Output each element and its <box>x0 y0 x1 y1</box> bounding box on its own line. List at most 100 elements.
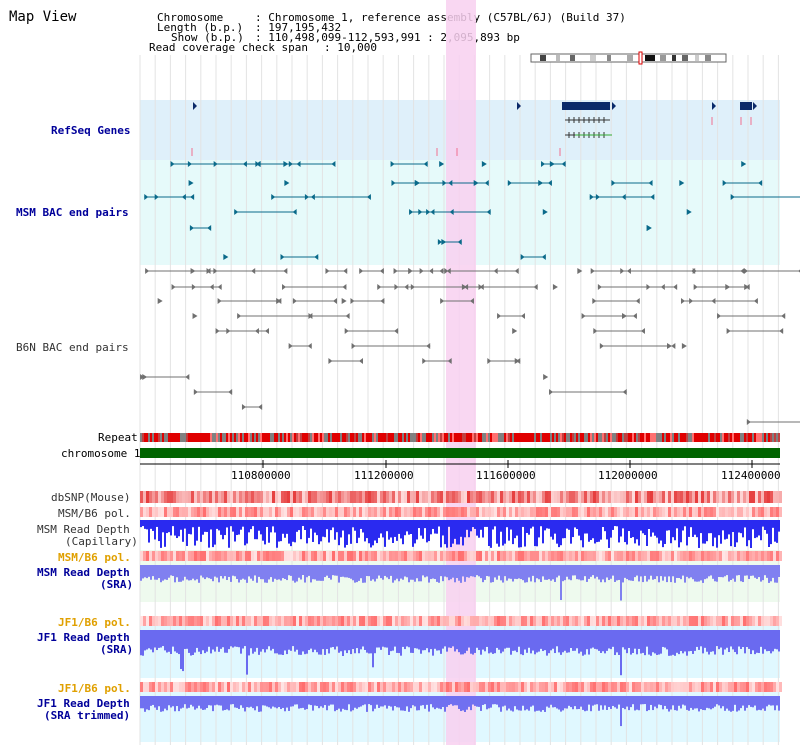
jf1-trim-depth-bar <box>514 696 516 707</box>
track-label-msm-bac[interactable]: MSM BAC end pairs <box>16 206 129 219</box>
dbsnp-segment <box>299 491 302 503</box>
jf1-b6-pol-segment <box>215 682 218 692</box>
repeat-segment <box>322 433 324 442</box>
dbsnp-segment <box>701 491 704 503</box>
msm-capillary-depth-bar <box>460 520 462 537</box>
repeat-segment <box>766 433 768 442</box>
repeat-segment <box>264 433 266 442</box>
jf1-trim-depth-bar <box>632 696 634 705</box>
repeat-segment <box>246 433 248 442</box>
msm-sra-depth-bar <box>182 565 184 581</box>
dbsnp-segment <box>326 491 329 503</box>
msm-b6-pol-segment <box>476 551 479 561</box>
jf1-sra-depth-bar <box>696 630 698 647</box>
jf1-trim-depth-bar <box>172 696 174 707</box>
msm-capillary-depth-bar <box>150 520 152 529</box>
msm-b6-pol-segment <box>197 507 200 517</box>
jf1-b6-pol-segment <box>590 682 593 692</box>
jf1-b6-pol-segment <box>323 682 326 692</box>
jf1-sra-depth-bar <box>764 630 766 650</box>
jf1-b6-pol-segment <box>542 682 545 692</box>
msm-b6-pol-segment <box>266 507 269 517</box>
jf1-b6-pol-segment <box>542 616 545 626</box>
msm-sra-depth-bar <box>630 565 632 581</box>
msm-b6-pol-segment <box>455 507 458 517</box>
msm-capillary-depth-bar <box>608 520 610 548</box>
msm-sra-depth-bar <box>660 565 662 577</box>
jf1-b6-pol-segment <box>197 682 200 692</box>
msm-sra-depth-bar <box>616 565 618 581</box>
msm-capillary-depth-bar <box>360 520 362 529</box>
jf1-trim-depth-bar <box>588 696 590 705</box>
dbsnp-segment <box>398 491 401 503</box>
jf1-sra-depth-bar <box>140 630 142 656</box>
jf1-sra-depth-bar <box>432 630 434 656</box>
repeat-segment <box>748 433 750 442</box>
jf1-trim-depth-bar <box>276 696 278 709</box>
msm-b6-pol-segment <box>716 507 719 517</box>
msm-capillary-depth-bar <box>514 520 516 539</box>
msm-b6-pol-segment <box>449 551 452 561</box>
jf1-b6-pol-segment <box>701 616 704 626</box>
dbsnp-segment <box>170 491 173 503</box>
repeat-segment <box>622 433 624 442</box>
repeat-segment <box>756 433 758 442</box>
repeat-segment <box>586 433 588 442</box>
repeat-segment <box>758 433 760 442</box>
jf1-b6-pol-segment <box>494 682 497 692</box>
msm-b6-pol-segment <box>578 507 581 517</box>
b6n-bac-pair-end <box>351 343 356 349</box>
repeat-segment <box>724 433 726 442</box>
dbsnp-segment <box>530 491 533 503</box>
b6n-bac-pair-end <box>333 298 338 304</box>
dbsnp-segment <box>227 491 230 503</box>
jf1-sra-depth-bar <box>588 630 590 655</box>
msm-b6-pol-segment <box>356 507 359 517</box>
repeat-segment <box>576 433 578 442</box>
b6n-bac-pair-end <box>422 358 427 364</box>
msm-capillary-depth-bar <box>766 520 768 534</box>
repeat-segment <box>632 433 634 442</box>
msm-capillary-depth-bar <box>206 520 208 532</box>
jf1-trim-depth-bar <box>536 696 538 711</box>
msm-b6-pol-segment <box>371 551 374 561</box>
msm-b6-pol-segment <box>527 507 530 517</box>
jf1-b6-pol-segment <box>662 682 665 692</box>
jf1-trim-depth-bar <box>612 696 614 706</box>
b6n-bac-pair-end <box>620 268 625 274</box>
jf1-trim-depth-bar <box>508 696 510 709</box>
jf1-b6-pol-segment <box>581 682 584 692</box>
msm-b6-pol-segment <box>158 507 161 517</box>
msm-b6-pol-segment <box>650 507 653 517</box>
jf1-trim-depth-bar <box>338 696 340 709</box>
jf1-b6-pol-segment <box>329 682 332 692</box>
jf1-trim-depth-bar <box>530 696 532 707</box>
msm-capillary-depth-bar <box>612 520 614 530</box>
msm-b6-pol-segment <box>296 551 299 561</box>
repeat-segment <box>696 433 698 442</box>
repeat-segment <box>646 433 648 442</box>
jf1-b6-pol-segment <box>512 616 515 626</box>
repeat-segment <box>516 433 518 442</box>
repeat-segment <box>582 433 584 442</box>
jf1-trim-depth-bar <box>362 696 364 706</box>
dbsnp-segment <box>656 491 659 503</box>
msm-bac-pair-end <box>418 209 423 215</box>
jf1-sra-depth-bar <box>612 630 614 647</box>
msm-sra-depth-bar <box>292 565 294 581</box>
msm-sra-depth-bar <box>436 565 438 582</box>
track-label-refseq[interactable]: RefSeq Genes <box>51 124 131 137</box>
track-label-b6n-bac[interactable]: B6N BAC end pairs <box>16 341 129 354</box>
msm-capillary-depth-bar <box>184 520 186 529</box>
jf1-b6-pol-segment <box>413 616 416 626</box>
msm-b6-pol-segment <box>428 507 431 517</box>
msm-capillary-depth-bar <box>410 520 412 535</box>
jf1-trim-depth-bar <box>160 696 162 712</box>
msm-sra-depth-bar <box>170 565 172 576</box>
repeat-segment <box>454 433 456 442</box>
jf1-trim-depth-bar <box>150 696 152 706</box>
msm-sra-depth-bar <box>742 565 744 583</box>
jf1-b6-pol-segment <box>458 616 461 626</box>
jf1-b6-pol-segment <box>500 682 503 692</box>
